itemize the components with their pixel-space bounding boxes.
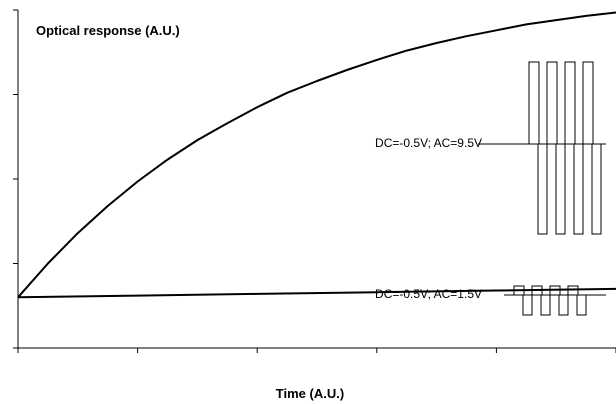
waveform-pulse-down-1 bbox=[558, 294, 569, 316]
series-layer bbox=[17, 11, 616, 299]
x-axis-label: Time (A.U.) bbox=[276, 386, 344, 401]
waveform-pulse-down-1 bbox=[576, 294, 587, 316]
waveform-pulse-down-1 bbox=[540, 294, 551, 316]
waveform-pulse-down-1 bbox=[522, 294, 533, 316]
series-line-1 bbox=[17, 287, 616, 299]
waveform-pulse-down-0 bbox=[573, 143, 584, 235]
waveform-pulse-down-0 bbox=[555, 143, 566, 235]
waveform-pulse-up-0 bbox=[528, 61, 540, 145]
annotation-high-ac: DC=-0.5V; AC=9.5V bbox=[375, 136, 482, 150]
axes bbox=[13, 9, 616, 353]
waveform-pulse-up-1 bbox=[513, 285, 525, 296]
waveform-pulse-up-0 bbox=[582, 61, 594, 145]
waveform-pulse-up-1 bbox=[549, 285, 561, 296]
waveform-pulse-down-0 bbox=[591, 143, 602, 235]
y-axis-label: Optical response (A.U.) bbox=[36, 23, 180, 38]
waveform-pulse-up-0 bbox=[564, 61, 576, 145]
waveform-pulse-up-1 bbox=[531, 285, 543, 296]
series-line-0 bbox=[17, 11, 616, 298]
waveform-layer bbox=[478, 61, 606, 316]
annotation-low-ac: DC=-0.5V; AC=1.5V bbox=[375, 287, 482, 301]
waveform-pulse-up-1 bbox=[567, 285, 579, 296]
waveform-pulse-up-0 bbox=[546, 61, 558, 145]
waveform-pulse-down-0 bbox=[537, 143, 548, 235]
